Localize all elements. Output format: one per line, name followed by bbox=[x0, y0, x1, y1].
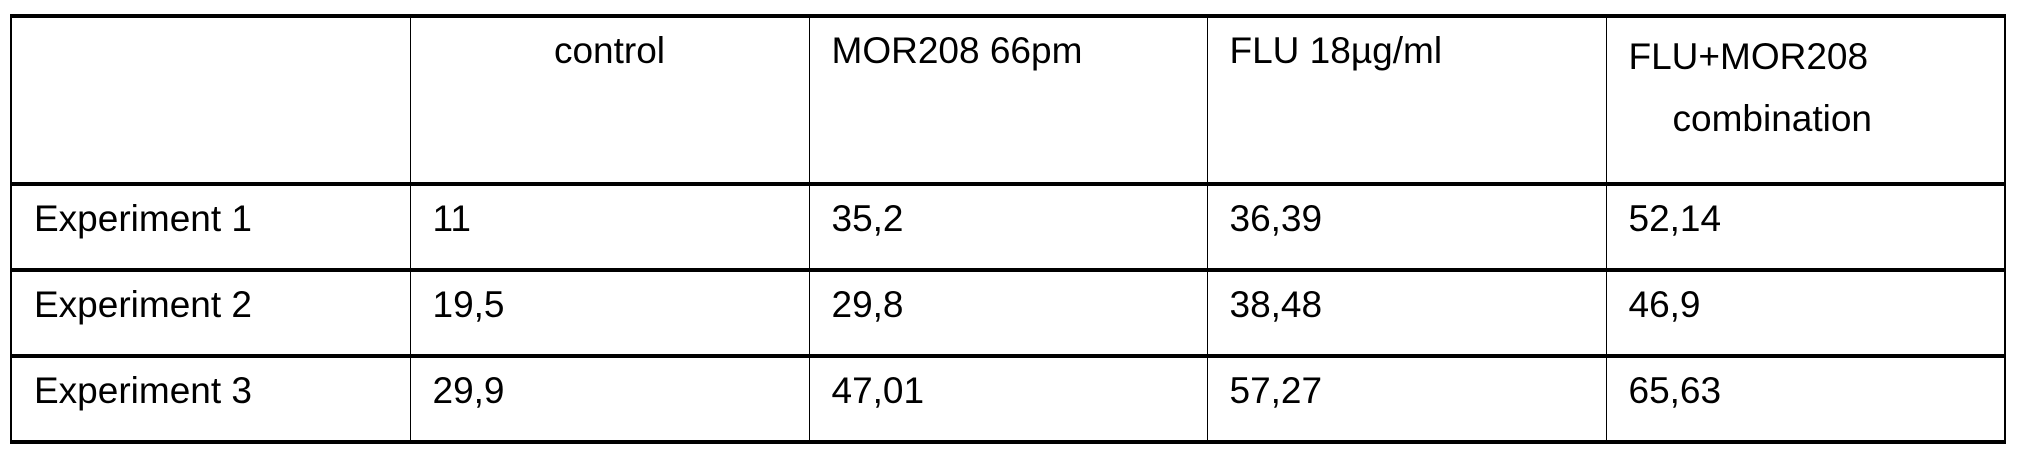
header-cell-combination: FLU+MOR208 combination bbox=[1606, 16, 2005, 184]
header-row: control MOR208 66pm FLU 18µg/ml FLU+MOR2… bbox=[11, 16, 2005, 184]
header-cell-flu: FLU 18µg/ml bbox=[1207, 16, 1606, 184]
table-cell: 11 bbox=[410, 184, 809, 270]
table-row: Experiment 2 19,5 29,8 38,48 46,9 bbox=[11, 270, 2005, 356]
table-row: Experiment 3 29,9 47,01 57,27 65,63 bbox=[11, 356, 2005, 442]
table-cell: 46,9 bbox=[1606, 270, 2005, 356]
row-label: Experiment 1 bbox=[11, 184, 410, 270]
table-cell: 29,9 bbox=[410, 356, 809, 442]
table-cell: 35,2 bbox=[809, 184, 1207, 270]
header-cell-empty bbox=[11, 16, 410, 184]
table-cell: 29,8 bbox=[809, 270, 1207, 356]
table-row: Experiment 1 11 35,2 36,39 52,14 bbox=[11, 184, 2005, 270]
header-cell-control: control bbox=[410, 16, 809, 184]
table-cell: 38,48 bbox=[1207, 270, 1606, 356]
table-cell: 19,5 bbox=[410, 270, 809, 356]
table-cell: 47,01 bbox=[809, 356, 1207, 442]
table-cell: 65,63 bbox=[1606, 356, 2005, 442]
header-cell-mor208: MOR208 66pm bbox=[809, 16, 1207, 184]
table-cell: 36,39 bbox=[1207, 184, 1606, 270]
table-cell: 52,14 bbox=[1606, 184, 2005, 270]
table-cell: 57,27 bbox=[1207, 356, 1606, 442]
row-label: Experiment 3 bbox=[11, 356, 410, 442]
header-line-1: FLU+MOR208 bbox=[1629, 26, 2005, 88]
results-table: control MOR208 66pm FLU 18µg/ml FLU+MOR2… bbox=[10, 14, 2006, 444]
header-line-2: combination bbox=[1629, 88, 2005, 150]
row-label: Experiment 2 bbox=[11, 270, 410, 356]
